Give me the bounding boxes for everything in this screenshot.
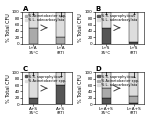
Bar	[56, 85, 65, 104]
Legend: % Acinetobacter spp., % L. adecarboxylata: % Acinetobacter spp., % L. adecarboxylat…	[24, 14, 66, 23]
Bar	[56, 37, 65, 44]
Legend: % S. saprophyticus, % L. adecarboxylata: % S. saprophyticus, % L. adecarboxylata	[97, 14, 137, 23]
Bar	[129, 12, 138, 42]
Y-axis label: % Total CFU: % Total CFU	[6, 74, 10, 103]
Bar	[29, 28, 38, 44]
Bar	[102, 12, 111, 28]
Y-axis label: % Total CFU: % Total CFU	[78, 74, 83, 103]
Bar	[102, 88, 111, 98]
Text: A: A	[22, 6, 28, 12]
Y-axis label: % Total CFU: % Total CFU	[6, 13, 10, 42]
Bar	[102, 72, 111, 88]
Bar	[29, 72, 38, 98]
Text: B: B	[95, 6, 101, 12]
Bar	[129, 72, 138, 95]
Bar	[29, 98, 38, 104]
Bar	[129, 103, 138, 104]
Legend: % S. saprophyticus, % Acinetobacter spp., % L. adecarboxylata: % S. saprophyticus, % Acinetobacter spp.…	[97, 74, 139, 88]
Legend: % S. saprophyticus, % Acinetobacter spp.: % S. saprophyticus, % Acinetobacter spp.	[24, 74, 66, 83]
Bar	[129, 95, 138, 103]
Bar	[56, 12, 65, 37]
Bar	[102, 98, 111, 104]
Bar	[29, 12, 38, 28]
Bar	[102, 28, 111, 44]
Y-axis label: % Total CFU: % Total CFU	[78, 13, 83, 42]
Text: D: D	[95, 66, 101, 72]
Bar	[129, 42, 138, 44]
Bar	[56, 72, 65, 85]
Text: C: C	[22, 66, 28, 72]
